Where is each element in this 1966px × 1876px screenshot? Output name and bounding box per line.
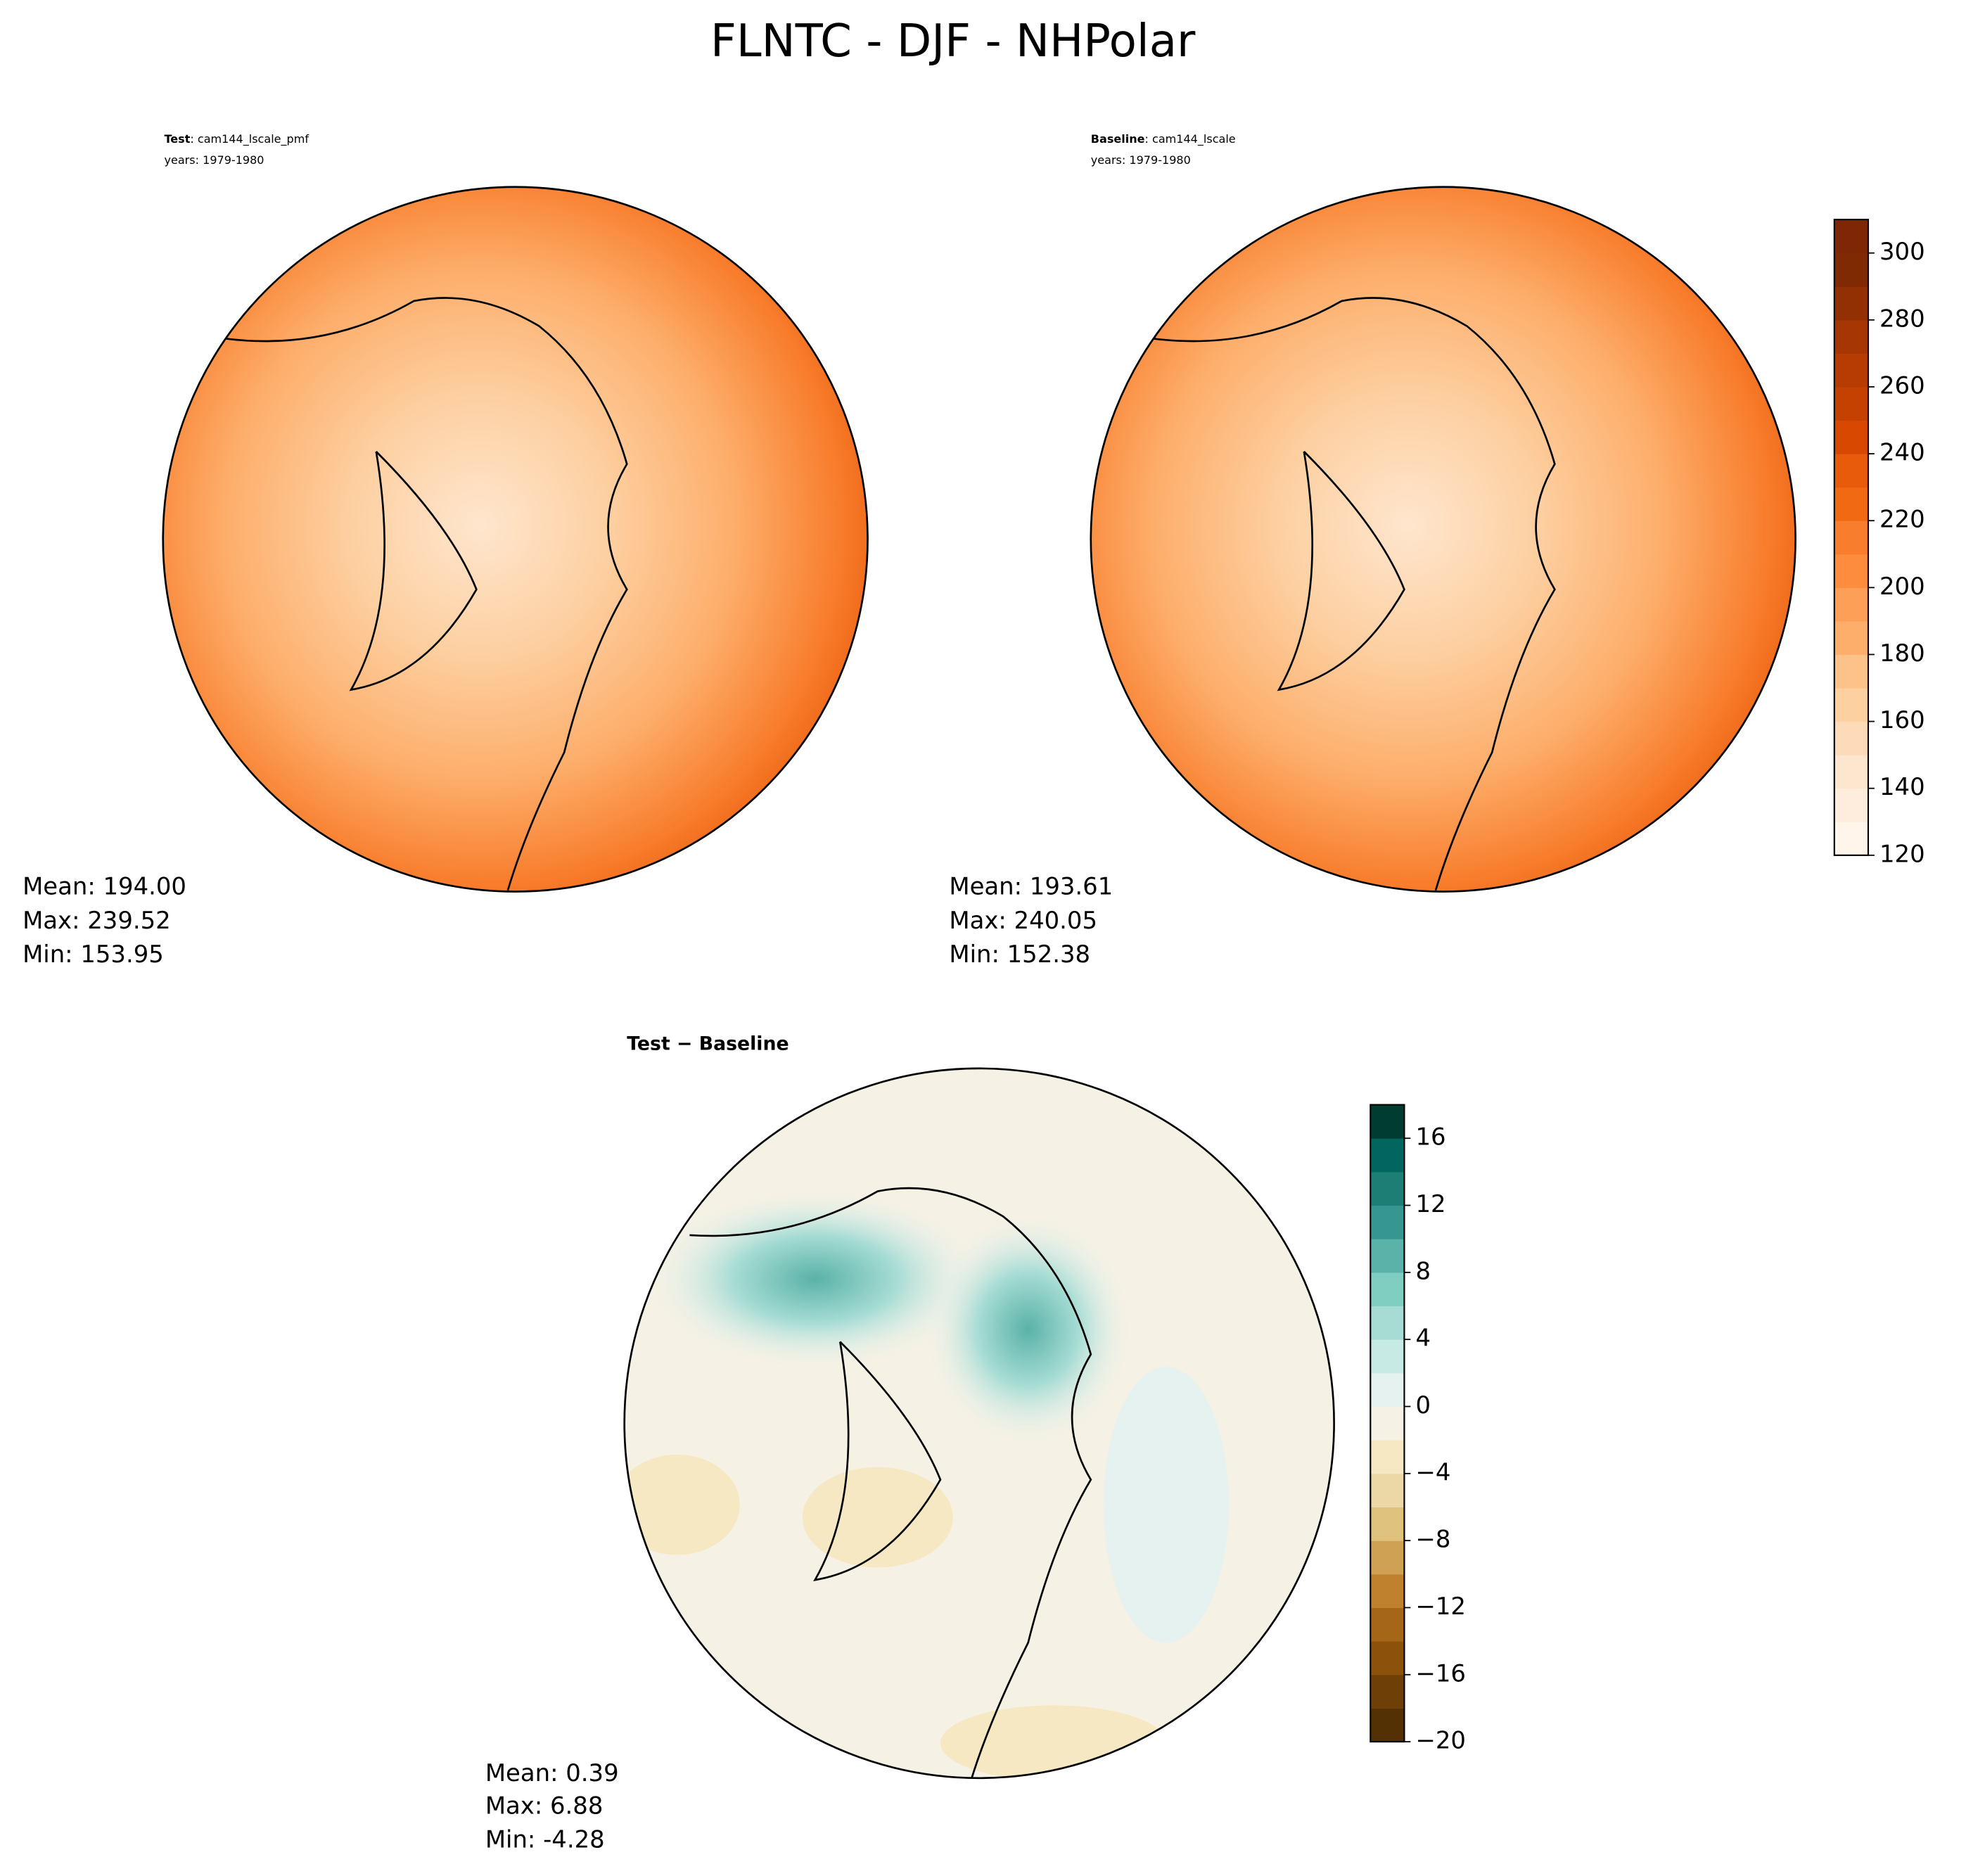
colorbar-frame [1370,1104,1405,1743]
anomaly [802,1467,953,1568]
years: years: 1979-1980 [1091,153,1191,167]
stat: Min: 153.95 [23,940,164,968]
colorbar-segment [1370,1440,1405,1474]
colorbar-frame [1833,219,1870,856]
colorbar-segment [1370,1641,1405,1676]
case-name: : cam144_lscale_pmf [190,132,309,146]
stat: Min: -4.28 [485,1825,605,1853]
colorbar-segment [1834,253,1868,287]
colorbar-tick-label: 160 [1879,706,1925,734]
colorbar-segment [1834,487,1868,521]
colorbar-tick-label: 8 [1415,1257,1431,1284]
colorbar-tick-label: −20 [1415,1727,1465,1754]
colorbar-segment [1834,286,1868,321]
colorbar-tick-label: 300 [1879,238,1925,265]
anomaly [624,1454,740,1555]
colorbar-segment [1834,319,1868,354]
colorbar-tick-label: −16 [1415,1659,1465,1687]
coastline [225,297,628,891]
stat: Max: 240.05 [949,907,1097,934]
colorbar-segment [1834,353,1868,388]
panel-label: Baseline [1091,132,1145,146]
colorbar-segment [1834,420,1868,454]
colorbar-tick-label: 4 [1415,1325,1431,1352]
colorbar-segment [1834,688,1868,722]
colorbar-segment [1370,1104,1405,1139]
stat: Mean: 194.00 [23,873,186,900]
colorbar-segment [1370,1473,1405,1508]
colorbar-tick-label: 180 [1879,639,1925,667]
colorbar-tick-label: −8 [1415,1526,1450,1553]
stat: Max: 6.88 [485,1792,604,1819]
colorbar-segment [1834,755,1868,789]
anomaly [1103,1367,1229,1643]
colorbar-tick-label: −4 [1415,1458,1450,1486]
colorbar-segment [1370,1339,1405,1374]
stat: Max: 239.52 [23,907,171,934]
panel-title: Baseline: cam144_lscale [1091,132,1236,146]
colorbar-segment [1370,1205,1405,1239]
colorbar-segment [1370,1306,1405,1340]
colorbar-tick-label: 200 [1879,573,1925,600]
coastline [689,1187,1092,1779]
colorbar-segment [1834,554,1868,588]
panel-title: Test: cam144_lscale_pmf [165,132,309,146]
coastline [1153,297,1556,891]
colorbar-segment [1834,521,1868,555]
map-border [623,1067,1335,1780]
colorbar-tick-label: 16 [1415,1123,1445,1151]
colorbar-tick-label: 140 [1879,773,1925,800]
stat: Min: 152.38 [949,940,1090,968]
colorbar-tick-label: 0 [1415,1391,1431,1419]
colorbar-segment [1370,1406,1405,1441]
colorbar-tick-label: 220 [1879,506,1925,533]
colorbar-tick-label: 260 [1879,371,1925,399]
colorbar-segment [1834,620,1868,655]
colorbar-segment [1834,654,1868,689]
colorbar-segment [1370,1239,1405,1273]
colorbar-segment [1370,1574,1405,1608]
map-baseline [1090,186,1796,893]
colorbar-segment [1834,219,1868,254]
colorbar-segment [1370,1540,1405,1575]
colorbar-segment [1370,1372,1405,1408]
colorbar-segment [1370,1171,1405,1206]
map-test [162,186,869,893]
case-name: : cam144_lscale [1145,132,1236,146]
colorbar-tick-label: −12 [1415,1593,1465,1620]
stat: Mean: 193.61 [949,873,1113,900]
panel-label: Test [165,132,191,146]
colorbar-segment [1834,822,1868,856]
stat: Mean: 0.39 [485,1759,619,1787]
colorbar-tick-label: 280 [1879,305,1925,332]
colorbar-tick-label: 240 [1879,439,1925,466]
colorbar-segment [1370,1507,1405,1541]
colorbar-segment [1834,721,1868,755]
colorbar-segment [1370,1607,1405,1642]
colorbar-tick-label: 120 [1879,840,1925,867]
colorbar-tick-label: 12 [1415,1190,1445,1218]
panel-title: Test − Baseline [627,1033,789,1055]
colorbar-segment [1834,587,1868,622]
colorbar-segment [1370,1674,1405,1709]
colorbar-segment [1370,1708,1405,1742]
colorbar-segment [1834,788,1868,822]
colorbar-segment [1370,1272,1405,1307]
years: years: 1979-1980 [165,153,264,167]
figure-title: FLNTC - DJF - NHPolar [710,15,1196,68]
colorbar-segment [1370,1138,1405,1173]
anomaly [928,1216,1129,1443]
colorbar-segment [1834,386,1868,421]
colorbar-segment [1834,454,1868,488]
